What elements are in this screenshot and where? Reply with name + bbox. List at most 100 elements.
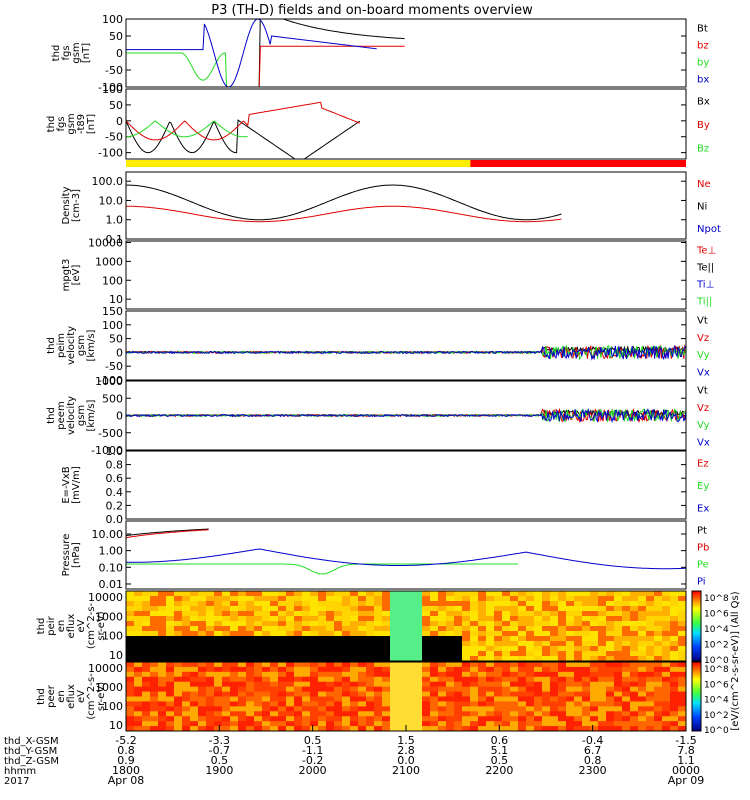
spectrogram-cell	[398, 596, 407, 602]
spectrogram-cell	[358, 716, 367, 722]
spectrogram-cell	[350, 681, 359, 688]
spectrogram-cell	[598, 631, 607, 637]
spectrogram-cell	[422, 606, 431, 612]
spectrogram-cell	[318, 711, 327, 717]
spectrogram-cell	[310, 601, 319, 607]
spectrogram-cell	[310, 716, 319, 722]
xaxis-row-label: hhmm	[4, 766, 36, 777]
spectrogram-cell	[374, 691, 383, 697]
spectrogram-cell	[302, 631, 311, 637]
spectrogram-cell	[374, 646, 383, 652]
spectrogram-cell	[390, 621, 399, 627]
spectrogram-cell	[502, 711, 511, 717]
plot-area	[126, 344, 686, 361]
spectrogram-cell	[518, 596, 527, 602]
spectrogram-cell	[326, 656, 335, 661]
spectrogram-cell	[598, 616, 607, 622]
spectrogram-cell	[486, 646, 495, 652]
spectrogram-cell	[478, 591, 487, 597]
spectrogram-cell	[310, 636, 319, 642]
spectrogram-cell	[430, 666, 439, 673]
spectrogram-cell	[630, 656, 639, 661]
spectrogram-cell	[590, 641, 599, 647]
spectrogram-cell	[414, 681, 423, 688]
spectrogram-cell	[494, 616, 503, 622]
spectrogram-cell	[286, 716, 295, 722]
spectrogram-cell	[590, 691, 599, 697]
spectrogram-cell	[142, 721, 151, 727]
spectrogram-cell	[126, 676, 135, 683]
spectrogram-cell	[590, 616, 599, 622]
spectrogram-cell	[134, 691, 143, 697]
spectrogram-cell	[142, 651, 151, 657]
spectrogram-cell	[262, 716, 271, 722]
spectrogram-cell	[294, 691, 303, 697]
spectrogram-cell	[398, 646, 407, 652]
spectrogram-cell	[518, 611, 527, 617]
spectrogram-cell	[350, 626, 359, 632]
spectrogram-cell	[134, 686, 143, 693]
spectrogram-cell	[414, 721, 423, 727]
spectrogram-cell	[174, 721, 183, 727]
spectrogram-cell	[486, 601, 495, 607]
ytick-label: 1000	[95, 255, 123, 268]
spectrogram-cell	[262, 601, 271, 607]
spectrogram-cell	[566, 691, 575, 697]
spectrogram-cell	[254, 591, 263, 597]
ylabel-fgs_gsm_residual: -t89	[76, 114, 87, 134]
spectrogram-cell	[342, 691, 351, 697]
spectrogram-cell	[606, 716, 615, 722]
spectrogram-cell	[558, 601, 567, 607]
spectrogram-cell	[534, 716, 543, 722]
spectrogram-cell	[302, 591, 311, 597]
spectrogram-cell	[278, 706, 287, 712]
spectrogram-cell	[542, 636, 551, 642]
spectrogram-cell	[494, 656, 503, 661]
spectrogram-cell	[494, 651, 503, 657]
spectrogram-cell	[166, 591, 175, 597]
spectrogram-cell	[198, 721, 207, 727]
spectrogram-cell	[446, 686, 455, 693]
spectrogram-cell	[678, 591, 686, 597]
spectrogram-cell	[646, 596, 655, 602]
spectrogram-cell	[430, 676, 439, 683]
spectrogram-cell	[534, 691, 543, 697]
spectrogram-cell	[558, 711, 567, 717]
spectrogram-cell	[326, 711, 335, 717]
spectrogram-cell	[382, 711, 391, 717]
spectrogram-cell	[190, 641, 199, 647]
spectrogram-cell	[390, 616, 399, 622]
spectrogram-cell	[182, 656, 191, 661]
spectrogram-cell	[646, 726, 655, 731]
spectrogram-cell	[670, 626, 679, 632]
spectrogram-cell	[542, 676, 551, 683]
spectrogram-cell	[414, 621, 423, 627]
spectrogram-cell	[614, 686, 623, 693]
spectrogram-cell	[478, 691, 487, 697]
spectrogram-cell	[142, 696, 151, 702]
xaxis-row-label: 2017	[4, 776, 29, 787]
spectrogram-cell	[494, 641, 503, 647]
spectrogram-cell	[278, 726, 287, 731]
ytick-label: -500	[98, 427, 123, 440]
spectrogram-cell	[678, 601, 686, 607]
spectrogram-cell	[662, 611, 671, 617]
spectrogram-cell	[510, 701, 519, 707]
spectrogram-cell	[230, 671, 239, 678]
spectrogram-cell	[142, 646, 151, 652]
spectrogram-cell	[190, 606, 199, 612]
spectrogram-cell	[606, 666, 615, 673]
spectrogram-cell	[166, 711, 175, 717]
spectrogram-cell	[462, 646, 471, 652]
spectrogram-cell	[254, 671, 263, 678]
spectrogram-cell	[446, 626, 455, 632]
spectrogram-cell	[494, 606, 503, 612]
spectrogram-cell	[646, 691, 655, 697]
spectrogram-cell	[678, 596, 686, 602]
spectrogram-cell	[190, 636, 199, 642]
spectrogram-cell	[286, 721, 295, 727]
spectrogram-cell	[390, 606, 399, 612]
legend-Vx: Vx	[697, 437, 710, 448]
spectrogram-cell	[270, 656, 279, 661]
spectrogram-cell	[350, 671, 359, 678]
